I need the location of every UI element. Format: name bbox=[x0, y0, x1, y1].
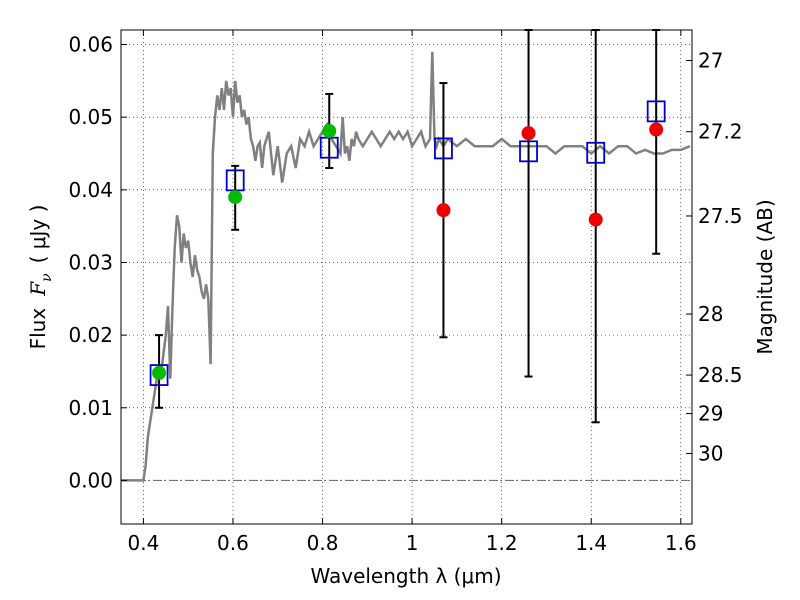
y-tick-label: 0.03 bbox=[68, 250, 113, 274]
right-tick-label: 28 bbox=[698, 302, 723, 326]
x-tick-label: 1.2 bbox=[486, 531, 518, 555]
x-tick-label: 1 bbox=[406, 531, 419, 555]
y-tick-label: 0.00 bbox=[68, 468, 113, 492]
x-tick-label: 0.8 bbox=[307, 531, 339, 555]
model-spectrum-line bbox=[121, 51, 691, 482]
flux-point-marker bbox=[152, 365, 167, 380]
flux-point-marker bbox=[436, 203, 451, 218]
right-tick-label: 30 bbox=[698, 442, 723, 466]
y-axis-label: FluxFν( μJy ) bbox=[26, 205, 55, 350]
right-tick-label: 27 bbox=[698, 49, 723, 73]
flux-point-marker bbox=[322, 123, 337, 138]
x-tick-label: 1.6 bbox=[665, 531, 697, 555]
plot-background bbox=[121, 30, 692, 524]
y-tick-label: 0.02 bbox=[68, 323, 113, 347]
photometry-square-marker bbox=[149, 364, 169, 386]
flux-point-marker bbox=[521, 126, 536, 141]
x-axis-ticks: 0.4 0.6 0.8 1 1.2 1.4 1.6 bbox=[127, 30, 697, 555]
y-tick-label: 0.01 bbox=[68, 396, 113, 420]
photometry-square-marker bbox=[646, 100, 666, 123]
data-markers bbox=[149, 100, 666, 386]
right-tick-label: 27.5 bbox=[698, 204, 743, 228]
y-tick-label: 0.05 bbox=[68, 105, 113, 129]
right-tick-label: 27.2 bbox=[698, 120, 743, 144]
flux-point-marker bbox=[228, 190, 243, 205]
photometry-square-marker bbox=[434, 137, 453, 160]
y-tick-label: 0.06 bbox=[68, 33, 113, 57]
flux-point-marker bbox=[588, 212, 603, 227]
x-axis-label: Wavelength λ (μm) bbox=[310, 564, 501, 588]
flux-point-marker bbox=[649, 122, 664, 137]
right-tick-label: 28.5 bbox=[698, 363, 743, 387]
photometry-square-marker bbox=[586, 141, 606, 164]
right-tick-label: 29 bbox=[698, 402, 723, 426]
y-tick-label: 0.04 bbox=[68, 178, 113, 202]
right-axis-label: Magnitude (AB) bbox=[753, 199, 777, 354]
photometry-square-marker bbox=[519, 140, 538, 163]
y-axis-ticks: 0.00 0.01 0.02 0.03 0.04 0.05 0.06 bbox=[68, 33, 127, 492]
x-tick-label: 0.6 bbox=[217, 531, 249, 555]
x-tick-label: 1.4 bbox=[575, 531, 607, 555]
right-axis-ticks: 27 27.2 27.5 28 28.5 29 30 bbox=[686, 49, 743, 466]
plot-frame bbox=[120, 29, 693, 525]
x-tick-label: 0.4 bbox=[127, 531, 159, 555]
